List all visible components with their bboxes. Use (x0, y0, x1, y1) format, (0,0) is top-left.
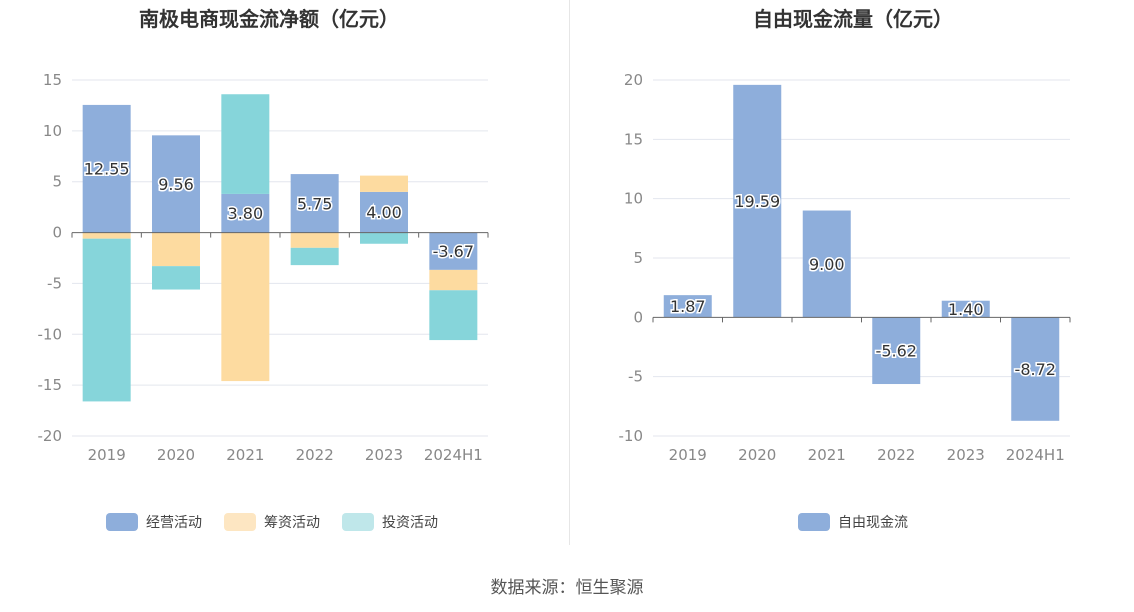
x-tick-label: 2021 (226, 446, 264, 464)
x-tick-label: 2019 (669, 446, 707, 464)
bar-筹资活动 (82, 232, 131, 239)
y-tick-label: 15 (624, 130, 643, 148)
bar-筹资活动 (221, 232, 270, 382)
data-label: 9.00 (809, 255, 845, 274)
y-tick-label: 20 (624, 71, 643, 89)
x-tick-label: 2021 (808, 446, 846, 464)
y-tick-label: -5 (47, 274, 62, 292)
y-tick-label: 5 (52, 173, 62, 191)
y-tick-label: 5 (633, 249, 643, 267)
bar-经营活动 (429, 232, 478, 270)
x-tick-label: 2020 (157, 446, 195, 464)
bar-投资活动 (360, 232, 408, 244)
y-tick-label: -5 (628, 368, 643, 386)
y-tick-label: -15 (38, 376, 63, 394)
x-tick-label: 2023 (365, 446, 403, 464)
bar-自由现金流 (733, 84, 782, 318)
chart-1: 南极电商现金流净额（亿元） 15 10 5 0 -5 -10 -15 -20 12.55 9.56 3… (38, 7, 489, 531)
data-label: -8.72 (1015, 360, 1056, 379)
panel-divider (569, 0, 570, 545)
bar-投资活动 (82, 238, 131, 402)
bar-自由现金流 (941, 300, 990, 318)
bar-经营活动 (221, 193, 270, 233)
bar-自由现金流 (872, 317, 921, 385)
legend-swatch (106, 513, 138, 531)
data-label: 12.55 (84, 160, 130, 179)
y-tick-label: 10 (624, 190, 643, 208)
y-tick-label: 15 (43, 71, 62, 89)
chart-title: 南极电商现金流净额（亿元） (139, 7, 399, 31)
bar-筹资活动 (290, 232, 339, 248)
data-source: 数据来源：恒生聚源 (490, 578, 644, 598)
x-tick-label: 2020 (738, 446, 776, 464)
legend-swatch (342, 513, 374, 531)
data-label: 5.75 (297, 194, 333, 213)
y-tick-label: 0 (633, 308, 643, 326)
data-label: 3.80 (228, 204, 264, 223)
y-tick-label: 10 (43, 122, 62, 140)
data-label: -3.67 (433, 242, 474, 261)
legend-label: 投资活动 (382, 515, 438, 531)
legend-label: 筹资活动 (264, 514, 320, 531)
x-tick-label: 2023 (947, 446, 985, 464)
bar-投资活动 (221, 94, 270, 194)
data-label: 9.56 (158, 175, 194, 194)
y-tick-label: -10 (619, 427, 644, 445)
bar-投资活动 (152, 266, 200, 290)
legend-swatch (798, 513, 830, 531)
x-tick-label: 2022 (296, 446, 334, 464)
bar-自由现金流 (663, 295, 712, 318)
bar-经营活动 (360, 191, 408, 233)
bar-自由现金流 (1011, 317, 1060, 421)
x-tick-label: 2024H1 (1006, 446, 1065, 464)
x-tick-label: 2019 (88, 446, 126, 464)
legend-label: 自由现金流 (838, 515, 908, 531)
y-tick-label: 0 (52, 224, 62, 242)
y-tick-label: -10 (38, 325, 63, 343)
bar-经营活动 (290, 174, 339, 233)
data-label: 1.87 (670, 297, 706, 316)
y-tick-label: -20 (38, 427, 63, 445)
bar-自由现金流 (802, 210, 851, 318)
data-label: 1.40 (948, 300, 984, 319)
legend-label: 经营活动 (146, 515, 202, 531)
bar-经营活动 (152, 135, 200, 233)
legend: 自由现金流 (798, 513, 908, 531)
legend: 经营活动 筹资活动 投资活动 (106, 513, 438, 531)
x-tick-label: 2022 (877, 446, 915, 464)
bar-筹资活动 (152, 232, 200, 267)
bar-经营活动 (82, 104, 131, 233)
chart-title: 自由现金流量（亿元） (753, 7, 953, 31)
bar-筹资活动 (429, 269, 478, 291)
data-label: -5.62 (876, 342, 917, 361)
bar-投资活动 (429, 290, 478, 341)
legend-swatch (224, 513, 256, 531)
bar-筹资活动 (360, 175, 408, 192)
chart-2: 自由现金流量（亿元） 20 15 10 5 0 -5 -10 1.87 19.59 9.00 -5.6… (619, 7, 1071, 531)
data-label: 4.00 (366, 203, 402, 222)
bar-投资活动 (290, 247, 339, 266)
x-tick-label: 2024H1 (424, 446, 483, 464)
data-label: 19.59 (734, 192, 780, 211)
